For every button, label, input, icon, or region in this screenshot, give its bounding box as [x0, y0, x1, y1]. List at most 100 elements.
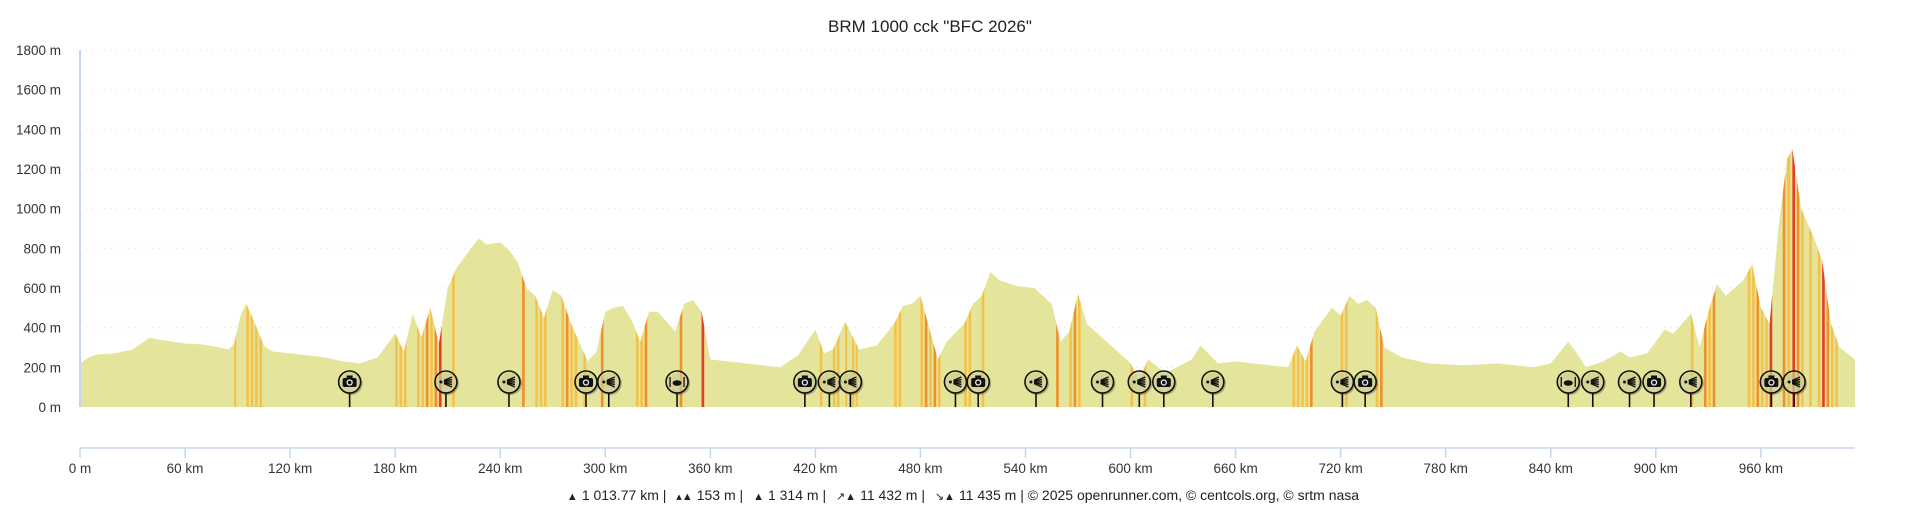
x-tick-label: 180 km	[373, 461, 417, 476]
y-tick-label: 400 m	[23, 321, 61, 336]
separator: |	[662, 487, 667, 503]
x-tick-label: 420 km	[793, 461, 837, 476]
poi-marker[interactable]	[1782, 370, 1808, 407]
poi-marker[interactable]	[1330, 370, 1356, 407]
x-tick-label: 720 km	[1319, 461, 1363, 476]
gradient-stripe	[1792, 149, 1795, 407]
poi-marker[interactable]	[1201, 370, 1226, 407]
gradient-stripe	[417, 149, 420, 407]
gradient-stripe	[430, 149, 433, 407]
gradient-stripe	[1747, 149, 1751, 407]
viewpoint-icon	[1096, 376, 1109, 388]
elevation-loss: 11 435 m	[958, 487, 1017, 503]
gradient-stripe	[403, 149, 407, 407]
camera-icon	[1358, 375, 1373, 387]
gradient-stripe	[894, 149, 897, 407]
poi-marker[interactable]	[1152, 370, 1177, 407]
viewpoint-icon	[1029, 376, 1043, 388]
y-tick-label: 1000 m	[16, 202, 61, 217]
gradient-stripe	[1769, 149, 1773, 407]
restaurant-icon	[1560, 377, 1576, 387]
poi-marker[interactable]	[943, 370, 969, 407]
gradient-stripe	[425, 149, 429, 407]
elevation-chart: BRM 1000 cck "BFC 2026" 0 m 200 m 400 m 600…	[16, 17, 1855, 476]
gradient-stripe	[1708, 149, 1711, 407]
gradient-stripe	[259, 149, 263, 407]
gradient-stripe	[1787, 149, 1791, 407]
poi-marker[interactable]	[1580, 370, 1606, 407]
camera-icon	[579, 375, 594, 387]
gradient-stripe	[1380, 149, 1383, 407]
elevation-loss-icon: ↘▲	[934, 491, 955, 503]
gradient-stripe	[1782, 149, 1786, 407]
x-tick-label: 840 km	[1529, 461, 1573, 476]
gradient-stripe	[1830, 149, 1834, 407]
camera-icon	[1764, 375, 1779, 387]
poi-marker[interactable]	[574, 370, 600, 407]
poi-marker[interactable]	[817, 370, 843, 407]
chart-title: BRM 1000 cck "BFC 2026"	[828, 17, 1032, 36]
gradient-stripe	[1345, 149, 1348, 407]
poi-marker[interactable]	[1127, 370, 1153, 407]
gradient-stripe	[1690, 149, 1694, 407]
gradient-stripe	[583, 149, 587, 407]
x-tick-label: 0 m	[69, 461, 92, 476]
max-altitude: 1 314 m	[767, 487, 819, 503]
gradient-stripe	[1712, 149, 1716, 407]
restaurant-icon	[669, 377, 685, 387]
viewpoint-icon	[948, 376, 962, 388]
gradient-stripe	[600, 149, 604, 407]
gradient-stripe	[1078, 149, 1081, 407]
poi-marker[interactable]	[1090, 370, 1116, 407]
viewpoint-icon	[439, 376, 453, 388]
gradient-stripe	[421, 149, 425, 407]
gradient-stripe	[635, 149, 639, 407]
x-tick-label: 600 km	[1108, 461, 1152, 476]
x-tick-label: 900 km	[1634, 461, 1678, 476]
x-tick-label: 540 km	[1003, 461, 1047, 476]
gradient-stripe	[1826, 149, 1830, 407]
credits: © 2025 openrunner.com, © centcols.org, ©…	[1027, 487, 1360, 503]
gradient-stripe	[701, 149, 705, 407]
gradient-stripe	[1801, 149, 1804, 407]
gradient-stripe	[1296, 149, 1300, 407]
gradient-stripe	[1292, 149, 1296, 407]
camera-icon	[1647, 375, 1662, 387]
gradient-stripe	[1756, 149, 1760, 407]
poi-marker[interactable]	[1759, 370, 1785, 407]
poi-marker[interactable]	[1617, 370, 1643, 407]
x-tick-label: 60 km	[167, 461, 204, 476]
poi-marker[interactable]	[434, 370, 459, 407]
poi-marker[interactable]	[1024, 370, 1049, 407]
poi-marker[interactable]	[337, 370, 363, 407]
gradient-stripe	[1822, 149, 1825, 407]
gradient-stripe	[920, 149, 924, 407]
gradient-stripe	[434, 149, 438, 407]
elevation-area	[80, 149, 1855, 407]
gradient-stripe	[937, 149, 941, 407]
poi-marker[interactable]	[838, 370, 864, 407]
viewpoint-icon	[602, 376, 616, 388]
gradient-stripe	[570, 149, 573, 407]
poi-marker[interactable]	[1642, 370, 1668, 407]
poi-marker[interactable]	[665, 370, 691, 407]
gradient-stripe	[1069, 149, 1072, 407]
gradient-stripe	[539, 149, 543, 407]
y-tick-label: 0 m	[38, 400, 61, 415]
distance: 1 013.77 km	[581, 487, 659, 503]
poi-marker[interactable]	[596, 370, 622, 407]
poi-marker[interactable]	[793, 370, 818, 407]
poi-marker[interactable]	[1353, 370, 1379, 407]
gradient-stripe	[964, 149, 967, 407]
poi-marker[interactable]	[497, 370, 522, 407]
viewpoint-icon	[1132, 376, 1146, 388]
gradient-stripe	[1130, 149, 1134, 407]
x-tick-label: 480 km	[898, 461, 942, 476]
poi-marker[interactable]	[1556, 370, 1582, 407]
gradient-stripe	[543, 149, 547, 407]
poi-marker[interactable]	[966, 370, 992, 407]
poi-marker[interactable]	[1679, 370, 1704, 407]
gradient-stripe	[1752, 149, 1755, 407]
viewpoint-icon	[1684, 376, 1698, 388]
gradient-stripe	[1301, 149, 1304, 407]
